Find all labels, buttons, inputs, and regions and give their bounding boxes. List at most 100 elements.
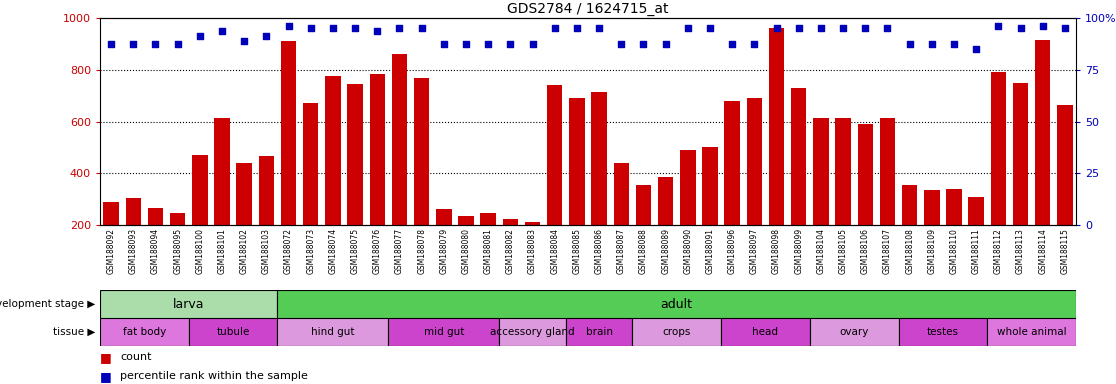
Bar: [633, 318, 721, 346]
Text: tubule: tubule: [217, 327, 250, 337]
Bar: [281, 41, 297, 277]
Bar: [525, 222, 540, 277]
Point: [280, 23, 298, 29]
Bar: [814, 118, 829, 277]
Bar: [1035, 40, 1050, 277]
Bar: [125, 198, 141, 277]
Bar: [147, 208, 163, 277]
Bar: [614, 163, 629, 277]
Point: [103, 41, 121, 47]
Point: [945, 41, 963, 47]
Bar: [769, 28, 785, 277]
Point: [301, 25, 319, 31]
Bar: [414, 78, 430, 277]
Point: [1011, 25, 1029, 31]
Bar: [278, 290, 1076, 318]
Point: [391, 25, 408, 31]
Point: [701, 25, 719, 31]
Point: [169, 41, 186, 47]
Text: development stage ▶: development stage ▶: [0, 299, 95, 309]
Bar: [369, 74, 385, 277]
Point: [812, 25, 830, 31]
Bar: [988, 318, 1076, 346]
Point: [324, 25, 341, 31]
Text: crops: crops: [663, 327, 691, 337]
Point: [613, 41, 631, 47]
Bar: [1013, 83, 1028, 277]
Point: [745, 41, 763, 47]
Bar: [636, 185, 652, 277]
Bar: [547, 85, 562, 277]
Point: [990, 23, 1008, 29]
Bar: [902, 185, 917, 277]
Bar: [259, 156, 275, 277]
Bar: [502, 218, 518, 277]
Bar: [1057, 105, 1072, 277]
Point: [768, 25, 786, 31]
Point: [213, 28, 231, 34]
Text: hind gut: hind gut: [311, 327, 355, 337]
Bar: [991, 72, 1007, 277]
Point: [413, 25, 431, 31]
Text: percentile rank within the sample: percentile rank within the sample: [121, 371, 308, 381]
Bar: [237, 163, 252, 277]
Point: [346, 25, 364, 31]
Bar: [946, 189, 962, 277]
Text: brain: brain: [586, 327, 613, 337]
Bar: [969, 197, 984, 277]
Point: [923, 41, 941, 47]
Bar: [104, 202, 119, 277]
Bar: [898, 318, 988, 346]
Bar: [302, 103, 318, 277]
Bar: [100, 318, 189, 346]
Bar: [657, 177, 673, 277]
Text: ■: ■: [100, 351, 112, 364]
Point: [479, 41, 497, 47]
Point: [790, 25, 808, 31]
Bar: [721, 318, 810, 346]
Point: [235, 38, 253, 45]
Bar: [747, 98, 762, 277]
Bar: [189, 318, 278, 346]
Bar: [724, 101, 740, 277]
Point: [1056, 25, 1074, 31]
Text: count: count: [121, 353, 152, 362]
Bar: [347, 84, 363, 277]
Text: GDS2784 / 1624715_at: GDS2784 / 1624715_at: [508, 2, 668, 16]
Bar: [459, 216, 474, 277]
Text: ovary: ovary: [839, 327, 869, 337]
Text: tissue ▶: tissue ▶: [52, 327, 95, 337]
Bar: [499, 318, 566, 346]
Bar: [100, 290, 278, 318]
Point: [856, 25, 874, 31]
Text: head: head: [752, 327, 779, 337]
Point: [590, 25, 608, 31]
Point: [679, 25, 696, 31]
Text: accessory gland: accessory gland: [490, 327, 575, 337]
Text: whole animal: whole animal: [997, 327, 1067, 337]
Bar: [388, 318, 499, 346]
Point: [458, 41, 475, 47]
Bar: [924, 190, 940, 277]
Bar: [879, 118, 895, 277]
Point: [124, 41, 142, 47]
Bar: [170, 213, 185, 277]
Point: [1033, 23, 1051, 29]
Bar: [857, 124, 873, 277]
Bar: [591, 92, 607, 277]
Text: ■: ■: [100, 370, 112, 383]
Point: [834, 25, 852, 31]
Point: [878, 25, 896, 31]
Text: adult: adult: [661, 298, 693, 311]
Bar: [810, 318, 898, 346]
Bar: [836, 118, 850, 277]
Bar: [702, 147, 718, 277]
Point: [723, 41, 741, 47]
Point: [435, 41, 453, 47]
Bar: [791, 88, 807, 277]
Bar: [325, 76, 340, 277]
Bar: [566, 318, 633, 346]
Point: [568, 25, 586, 31]
Point: [546, 25, 564, 31]
Text: larva: larva: [173, 298, 204, 311]
